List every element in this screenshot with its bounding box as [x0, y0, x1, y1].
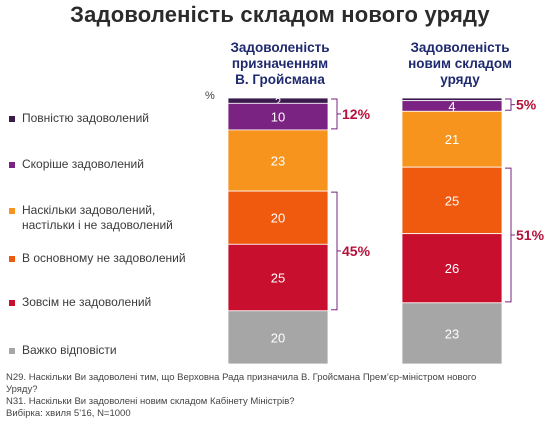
- footnote-line: Уряду?: [6, 384, 38, 395]
- annotation-label: 45%: [342, 243, 371, 259]
- legend-label: Повністю задоволений: [22, 111, 150, 125]
- annotation-bracket: [331, 191, 338, 311]
- legend-swatch: [9, 348, 15, 354]
- legend-label: Наскільки задоволений, настільки і не за…: [22, 203, 173, 232]
- legend-swatch: [9, 162, 15, 168]
- data-label: 26: [445, 261, 459, 276]
- bar-segment: [227, 310, 329, 365]
- annotation-bracket: [505, 98, 512, 111]
- data-label: 25: [445, 193, 459, 208]
- legend-item: В основному не задоволений: [9, 251, 209, 266]
- data-label: 23: [445, 326, 459, 341]
- legend-swatch: [9, 300, 15, 306]
- data-label: 23: [271, 154, 285, 169]
- annotation-bracket: [505, 167, 512, 303]
- legend-item: Наскільки задоволений, настільки і не за…: [9, 203, 209, 233]
- annotation-label: 51%: [516, 227, 545, 243]
- bar-segment: [401, 110, 503, 168]
- annotation-label: 12%: [342, 106, 371, 122]
- legend-item: Зовсім не задоволений: [9, 295, 209, 310]
- legend-item: Скоріше задоволений: [9, 157, 209, 172]
- data-label: 20: [271, 330, 285, 345]
- data-label: 21: [445, 132, 459, 147]
- footnote-line: N29. Наскільки Ви задоволені тим, що Вер…: [6, 372, 477, 383]
- bar-segment: [401, 233, 503, 304]
- legend-label: Скоріше задоволений: [22, 157, 144, 171]
- data-label: 25: [271, 271, 285, 286]
- legend-label: Зовсім не задоволений: [22, 295, 152, 309]
- footnote-line: N31. Наскільки Ви задоволені новим склад…: [6, 396, 295, 407]
- legend-swatch: [9, 256, 15, 262]
- data-label: 10: [271, 110, 285, 125]
- chart-title: Задоволеність складом нового уряду: [70, 2, 490, 27]
- data-label: 4: [448, 99, 455, 114]
- legend-swatch: [9, 208, 15, 214]
- legend-item: Важко відповісти: [9, 343, 209, 358]
- percent-sign: %: [205, 90, 215, 102]
- annotation-bracket: [331, 98, 338, 130]
- bar-segment: [227, 190, 329, 245]
- bar-segment: [401, 302, 503, 365]
- data-label: 2: [275, 97, 281, 109]
- column-title-1: Задоволеність призначенням В. Гройсмана: [230, 40, 330, 87]
- annotation-label: 5%: [516, 97, 537, 113]
- data-label: 20: [271, 211, 285, 226]
- legend-label: В основному не задоволений: [22, 251, 186, 265]
- column-title-2: Задоволеність новим складом уряду: [408, 40, 512, 87]
- legend-label: Важко відповісти: [22, 343, 117, 357]
- footnote-line: Вибірка: хвиля 5’16, N=1000: [6, 408, 131, 419]
- legend-swatch: [9, 116, 15, 122]
- bar-segment: [401, 166, 503, 235]
- footnote: N29. Наскільки Ви задоволені тим, що Вер…: [6, 372, 551, 420]
- legend-item: Повністю задоволений: [9, 111, 209, 126]
- bar-segment: [227, 243, 329, 312]
